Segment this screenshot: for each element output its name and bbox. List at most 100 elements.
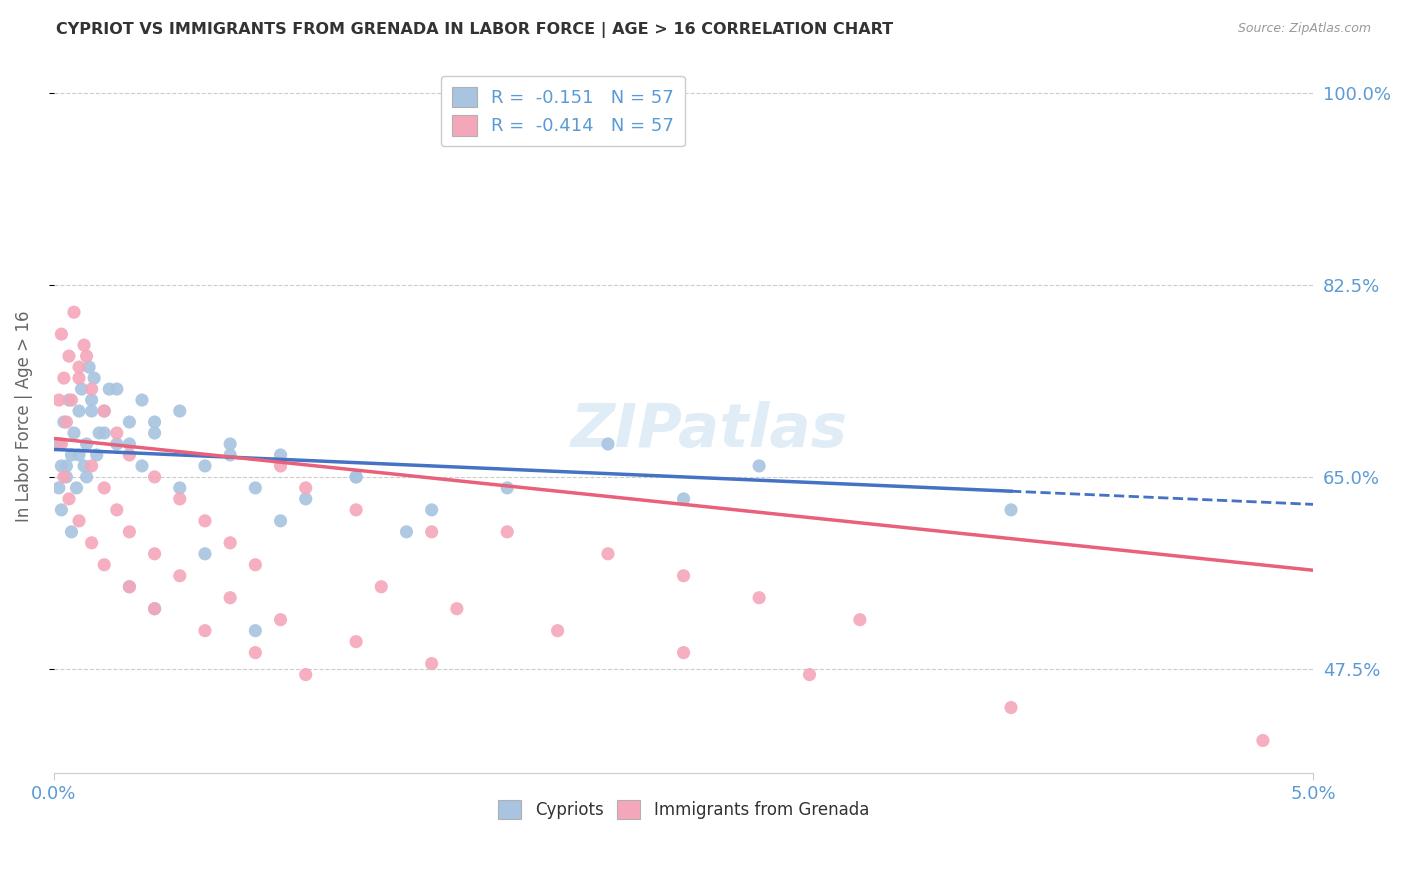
Point xyxy=(799,667,821,681)
Point xyxy=(245,558,267,572)
Point xyxy=(370,580,392,594)
Point xyxy=(270,514,292,528)
Point xyxy=(270,448,292,462)
Point xyxy=(131,392,153,407)
Point xyxy=(76,349,98,363)
Point xyxy=(73,458,96,473)
Point xyxy=(169,568,191,582)
Point xyxy=(93,425,115,440)
Point xyxy=(58,392,80,407)
Point xyxy=(420,503,443,517)
Point xyxy=(67,404,90,418)
Point xyxy=(672,646,695,660)
Point xyxy=(67,514,90,528)
Point xyxy=(118,437,141,451)
Point xyxy=(270,613,292,627)
Point xyxy=(194,547,217,561)
Point xyxy=(80,536,103,550)
Point xyxy=(55,458,77,473)
Point xyxy=(58,349,80,363)
Point xyxy=(55,415,77,429)
Point xyxy=(60,392,83,407)
Point xyxy=(496,481,519,495)
Point xyxy=(105,503,128,517)
Point xyxy=(270,458,292,473)
Text: CYPRIOT VS IMMIGRANTS FROM GRENADA IN LABOR FORCE | AGE > 16 CORRELATION CHART: CYPRIOT VS IMMIGRANTS FROM GRENADA IN LA… xyxy=(56,22,893,38)
Point xyxy=(219,448,242,462)
Point xyxy=(105,437,128,451)
Point xyxy=(194,458,217,473)
Point xyxy=(219,536,242,550)
Point xyxy=(294,481,316,495)
Point xyxy=(89,425,111,440)
Point xyxy=(219,437,242,451)
Point xyxy=(60,448,83,462)
Point xyxy=(93,404,115,418)
Point xyxy=(446,601,468,615)
Point xyxy=(80,458,103,473)
Point xyxy=(672,491,695,506)
Point xyxy=(67,360,90,375)
Point xyxy=(48,481,70,495)
Point xyxy=(60,524,83,539)
Point xyxy=(169,481,191,495)
Point xyxy=(344,470,367,484)
Point xyxy=(73,338,96,352)
Point xyxy=(63,425,86,440)
Point xyxy=(58,491,80,506)
Point xyxy=(118,415,141,429)
Point xyxy=(169,404,191,418)
Point xyxy=(143,601,166,615)
Point xyxy=(118,448,141,462)
Point xyxy=(1251,733,1274,747)
Point xyxy=(143,415,166,429)
Point xyxy=(105,382,128,396)
Point xyxy=(131,458,153,473)
Point xyxy=(51,503,73,517)
Point xyxy=(52,371,75,385)
Point xyxy=(344,634,367,648)
Point xyxy=(80,392,103,407)
Point xyxy=(118,580,141,594)
Point xyxy=(143,601,166,615)
Text: Source: ZipAtlas.com: Source: ZipAtlas.com xyxy=(1237,22,1371,36)
Point xyxy=(65,481,87,495)
Point xyxy=(93,481,115,495)
Point xyxy=(76,470,98,484)
Point xyxy=(67,448,90,462)
Point xyxy=(63,305,86,319)
Point xyxy=(395,524,418,539)
Point xyxy=(194,514,217,528)
Point xyxy=(672,568,695,582)
Point xyxy=(596,437,619,451)
Point xyxy=(76,437,98,451)
Point xyxy=(596,547,619,561)
Point xyxy=(48,392,70,407)
Point xyxy=(93,558,115,572)
Legend: Cypriots, Immigrants from Grenada: Cypriots, Immigrants from Grenada xyxy=(492,793,876,826)
Point xyxy=(344,503,367,517)
Point xyxy=(98,382,121,396)
Point xyxy=(219,591,242,605)
Point xyxy=(52,415,75,429)
Point xyxy=(344,470,367,484)
Point xyxy=(748,591,770,605)
Point xyxy=(294,667,316,681)
Point xyxy=(51,327,73,342)
Point xyxy=(194,624,217,638)
Point xyxy=(86,448,108,462)
Point xyxy=(55,470,77,484)
Point xyxy=(77,360,100,375)
Point xyxy=(51,458,73,473)
Point xyxy=(80,382,103,396)
Text: ZIPatlas: ZIPatlas xyxy=(571,401,848,460)
Point xyxy=(70,382,93,396)
Point xyxy=(420,657,443,671)
Point xyxy=(143,425,166,440)
Point xyxy=(245,624,267,638)
Point xyxy=(748,458,770,473)
Point xyxy=(143,470,166,484)
Y-axis label: In Labor Force | Age > 16: In Labor Force | Age > 16 xyxy=(15,310,32,522)
Point xyxy=(294,491,316,506)
Point xyxy=(51,437,73,451)
